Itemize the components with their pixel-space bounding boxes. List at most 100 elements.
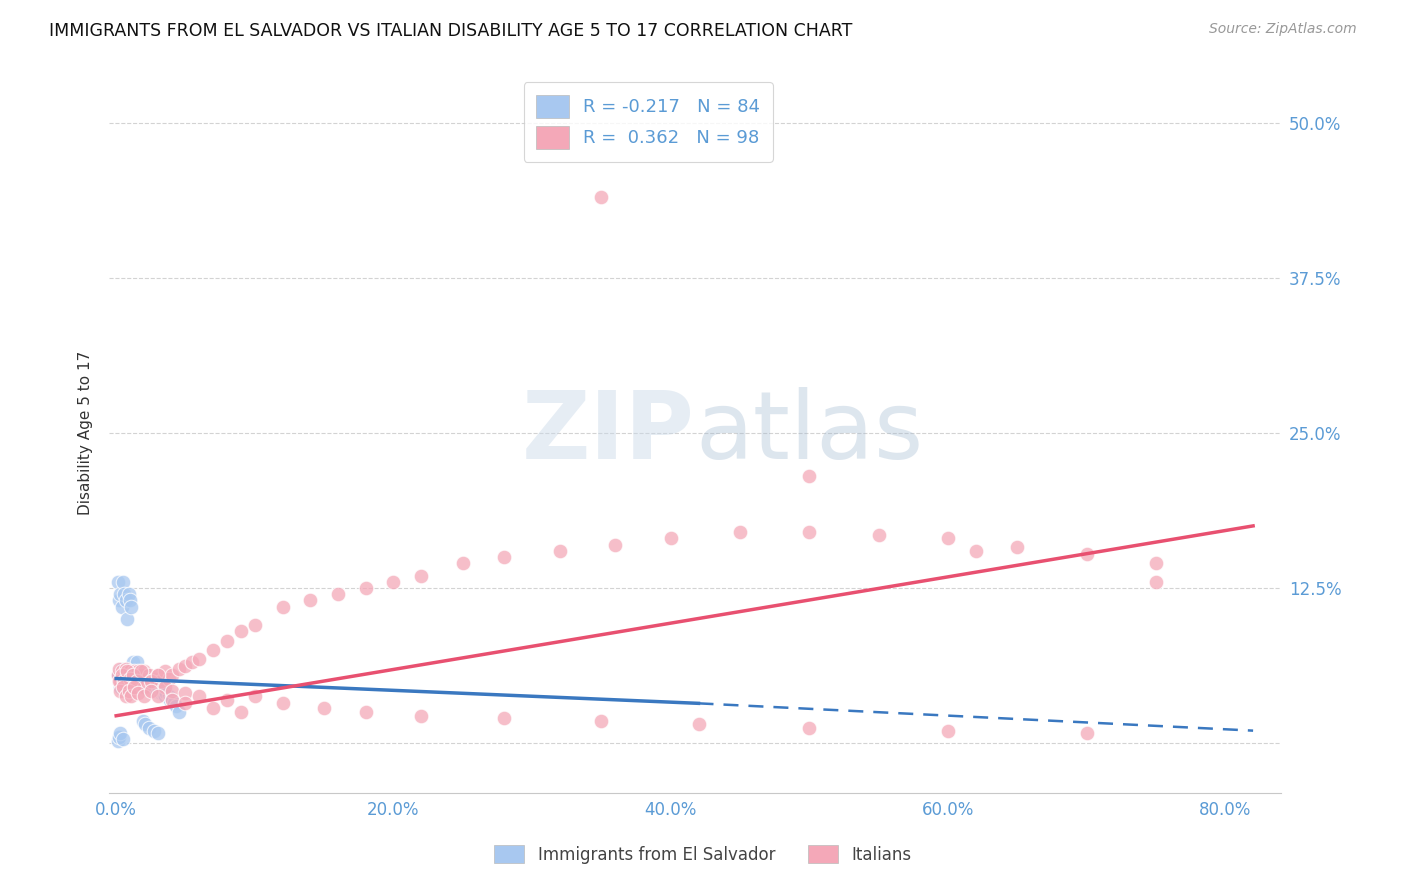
Point bbox=[138, 680, 160, 694]
Point bbox=[108, 673, 131, 688]
Point bbox=[115, 689, 138, 703]
Point bbox=[494, 549, 516, 564]
Point bbox=[111, 668, 134, 682]
Point bbox=[112, 732, 135, 747]
Point bbox=[128, 672, 150, 686]
Point bbox=[121, 668, 143, 682]
Point bbox=[131, 673, 153, 688]
Point bbox=[111, 599, 134, 614]
Point bbox=[143, 680, 166, 694]
Point bbox=[150, 684, 173, 698]
Point bbox=[160, 668, 183, 682]
Point bbox=[118, 680, 141, 694]
Point bbox=[108, 593, 131, 607]
Point bbox=[122, 664, 145, 678]
Point bbox=[411, 708, 433, 723]
Point bbox=[131, 673, 153, 688]
Point bbox=[149, 686, 172, 700]
Point bbox=[229, 705, 252, 719]
Point bbox=[152, 686, 174, 700]
Point bbox=[121, 673, 143, 688]
Point bbox=[139, 673, 162, 688]
Point bbox=[451, 556, 474, 570]
Point bbox=[174, 686, 197, 700]
Point bbox=[134, 717, 156, 731]
Point bbox=[121, 656, 143, 670]
Point bbox=[728, 525, 751, 540]
Text: IMMIGRANTS FROM EL SALVADOR VS ITALIAN DISABILITY AGE 5 TO 17 CORRELATION CHART: IMMIGRANTS FROM EL SALVADOR VS ITALIAN D… bbox=[49, 22, 852, 40]
Point bbox=[121, 676, 143, 690]
Point bbox=[107, 574, 129, 589]
Point bbox=[936, 531, 959, 545]
Point bbox=[217, 692, 239, 706]
Point bbox=[548, 543, 571, 558]
Point bbox=[148, 684, 170, 698]
Point bbox=[118, 664, 141, 678]
Point bbox=[125, 676, 148, 690]
Point bbox=[605, 537, 627, 551]
Point bbox=[135, 672, 157, 686]
Point bbox=[138, 721, 160, 735]
Point bbox=[120, 673, 142, 688]
Point bbox=[117, 676, 139, 690]
Point bbox=[110, 684, 132, 698]
Point bbox=[868, 527, 890, 541]
Point bbox=[1076, 548, 1098, 562]
Point bbox=[591, 714, 613, 728]
Point bbox=[314, 701, 336, 715]
Point bbox=[181, 656, 204, 670]
Point bbox=[167, 662, 190, 676]
Point bbox=[1076, 726, 1098, 740]
Point bbox=[125, 673, 148, 688]
Point bbox=[146, 668, 169, 682]
Point bbox=[128, 668, 150, 682]
Point bbox=[243, 618, 266, 632]
Legend: R = -0.217   N = 84, R =  0.362   N = 98: R = -0.217 N = 84, R = 0.362 N = 98 bbox=[523, 82, 773, 161]
Point bbox=[107, 733, 129, 747]
Point bbox=[117, 664, 139, 678]
Point bbox=[188, 651, 211, 665]
Point bbox=[115, 662, 138, 676]
Point bbox=[146, 668, 169, 682]
Text: atlas: atlas bbox=[695, 387, 924, 479]
Point bbox=[118, 668, 141, 682]
Point bbox=[114, 673, 136, 688]
Point bbox=[122, 664, 145, 678]
Point bbox=[124, 668, 146, 682]
Point bbox=[139, 676, 162, 690]
Point bbox=[118, 668, 141, 682]
Point bbox=[799, 469, 821, 483]
Point bbox=[108, 730, 131, 744]
Point bbox=[174, 697, 197, 711]
Point bbox=[108, 673, 131, 688]
Point bbox=[142, 676, 165, 690]
Point bbox=[129, 668, 152, 682]
Point bbox=[110, 587, 132, 601]
Point bbox=[107, 668, 129, 682]
Point bbox=[117, 673, 139, 688]
Point bbox=[217, 634, 239, 648]
Point bbox=[118, 664, 141, 678]
Point bbox=[188, 689, 211, 703]
Y-axis label: Disability Age 5 to 17: Disability Age 5 to 17 bbox=[79, 351, 93, 515]
Point bbox=[411, 568, 433, 582]
Point bbox=[127, 686, 149, 700]
Point bbox=[131, 680, 153, 694]
Point bbox=[1007, 540, 1029, 554]
Point bbox=[174, 659, 197, 673]
Point bbox=[107, 668, 129, 682]
Point bbox=[132, 689, 155, 703]
Point bbox=[141, 680, 163, 694]
Point bbox=[132, 676, 155, 690]
Point bbox=[122, 668, 145, 682]
Point bbox=[591, 190, 613, 204]
Point bbox=[159, 692, 181, 706]
Point bbox=[110, 680, 132, 694]
Point bbox=[965, 543, 987, 558]
Point bbox=[167, 705, 190, 719]
Point bbox=[494, 711, 516, 725]
Point bbox=[125, 673, 148, 688]
Point bbox=[271, 599, 294, 614]
Point bbox=[132, 680, 155, 694]
Point bbox=[202, 701, 225, 715]
